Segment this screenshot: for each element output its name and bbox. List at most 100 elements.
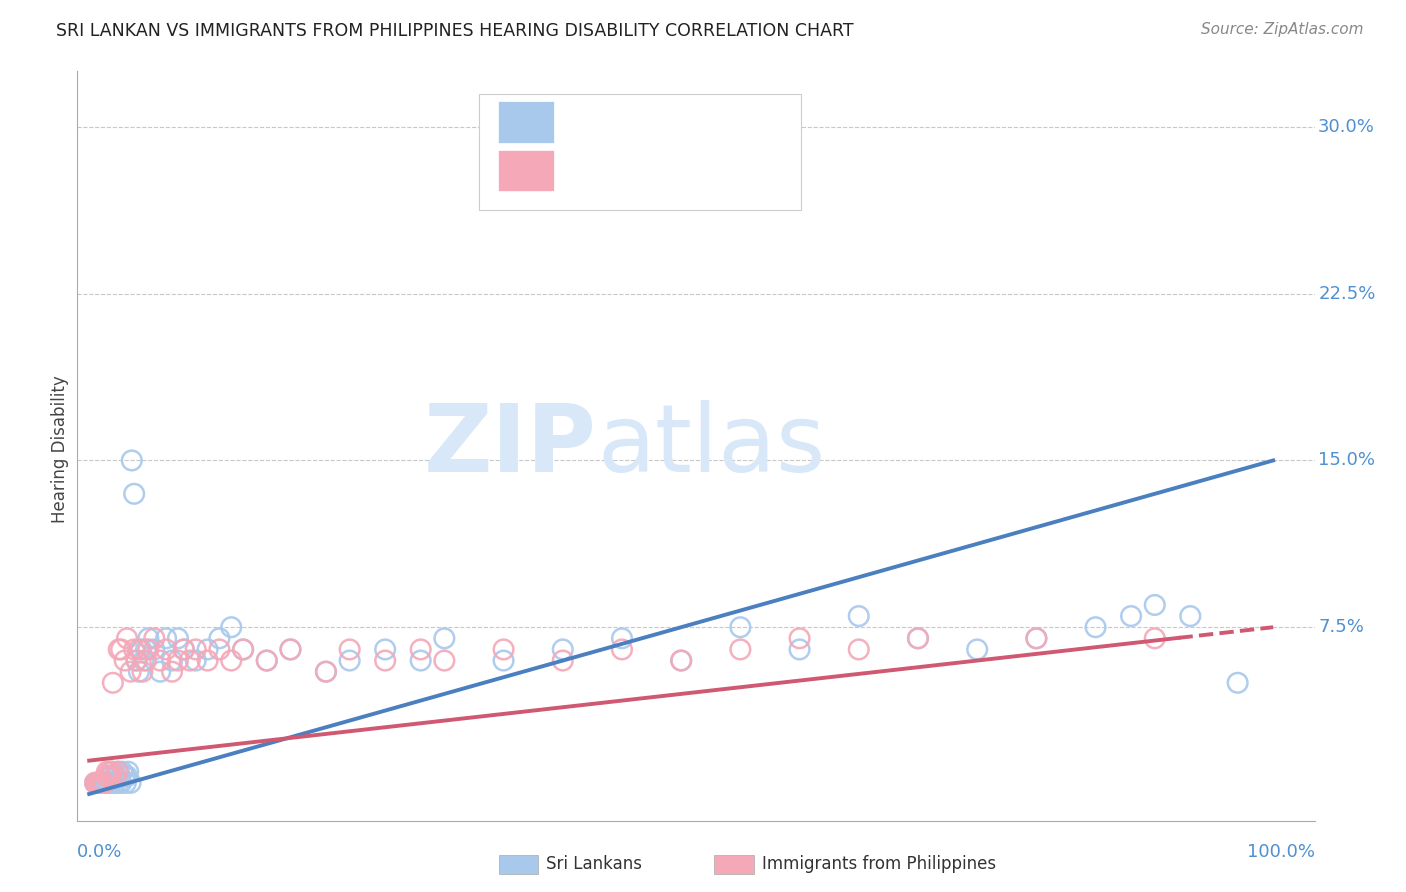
Point — [433, 632, 456, 646]
Point — [105, 769, 128, 783]
Point — [115, 769, 138, 783]
Point — [97, 776, 120, 790]
Point — [551, 654, 574, 668]
Point — [966, 642, 988, 657]
Point — [374, 642, 396, 657]
Point — [197, 642, 219, 657]
FancyBboxPatch shape — [479, 94, 801, 210]
Point — [94, 769, 117, 783]
Point — [197, 654, 219, 668]
Point — [121, 453, 143, 467]
Point — [149, 665, 172, 679]
Point — [101, 675, 124, 690]
Point — [138, 632, 160, 646]
Point — [100, 776, 122, 790]
Point — [91, 776, 114, 790]
Point — [93, 776, 115, 790]
Point — [143, 632, 166, 646]
Point — [256, 654, 278, 668]
Point — [84, 776, 107, 790]
Point — [433, 654, 456, 668]
Point — [155, 632, 177, 646]
Text: 22.5%: 22.5% — [1319, 285, 1375, 302]
Point — [96, 776, 118, 790]
Point — [115, 776, 138, 790]
Point — [89, 776, 111, 790]
Text: 30.0%: 30.0% — [1319, 118, 1375, 136]
Point — [149, 654, 172, 668]
Text: N =: N = — [671, 112, 711, 129]
Point — [100, 769, 122, 783]
Point — [551, 642, 574, 657]
Point — [179, 654, 201, 668]
Point — [315, 665, 337, 679]
Point — [315, 665, 337, 679]
Text: 0.0%: 0.0% — [77, 843, 122, 861]
Text: Immigrants from Philippines: Immigrants from Philippines — [762, 855, 997, 873]
Point — [208, 642, 231, 657]
Point — [1180, 609, 1202, 624]
Point — [93, 776, 115, 790]
Point — [108, 769, 131, 783]
Point — [107, 776, 129, 790]
Point — [96, 776, 118, 790]
Point — [1226, 675, 1249, 690]
Text: 100.0%: 100.0% — [1247, 843, 1315, 861]
Point — [167, 632, 190, 646]
Point — [730, 642, 752, 657]
Point — [97, 769, 120, 783]
Text: 68: 68 — [709, 112, 734, 129]
Point — [84, 776, 107, 790]
Point — [848, 609, 870, 624]
Point — [492, 654, 515, 668]
Point — [135, 654, 157, 668]
Point — [90, 776, 112, 790]
Point — [120, 665, 142, 679]
Text: 0.310: 0.310 — [609, 160, 666, 178]
Point — [96, 764, 118, 779]
Point — [107, 764, 129, 779]
Point — [104, 776, 127, 790]
Point — [669, 654, 692, 668]
Point — [184, 642, 207, 657]
Point — [789, 642, 811, 657]
Point — [173, 642, 195, 657]
Point — [232, 642, 254, 657]
Point — [117, 764, 139, 779]
Point — [184, 654, 207, 668]
Point — [339, 642, 361, 657]
Point — [84, 776, 107, 790]
Point — [86, 776, 108, 790]
Point — [848, 642, 870, 657]
Point — [129, 642, 152, 657]
Point — [155, 642, 177, 657]
Text: R =: R = — [572, 160, 612, 178]
Bar — [498, 150, 554, 191]
Point — [114, 654, 136, 668]
Point — [90, 776, 112, 790]
Text: 15.0%: 15.0% — [1319, 451, 1375, 469]
Point — [1025, 632, 1047, 646]
Point — [167, 654, 190, 668]
Point — [669, 654, 692, 668]
Point — [122, 642, 145, 657]
Point — [122, 487, 145, 501]
Point — [125, 654, 148, 668]
Text: 7.5%: 7.5% — [1319, 618, 1364, 636]
Text: ZIP: ZIP — [425, 400, 598, 492]
Point — [173, 642, 195, 657]
Point — [219, 654, 242, 668]
Point — [256, 654, 278, 668]
Point — [610, 642, 633, 657]
Point — [219, 620, 242, 634]
Point — [93, 776, 115, 790]
Text: SRI LANKAN VS IMMIGRANTS FROM PHILIPPINES HEARING DISABILITY CORRELATION CHART: SRI LANKAN VS IMMIGRANTS FROM PHILIPPINE… — [56, 22, 853, 40]
Point — [135, 642, 157, 657]
Point — [1143, 632, 1166, 646]
Point — [610, 632, 633, 646]
Point — [1143, 598, 1166, 612]
Point — [208, 632, 231, 646]
Text: Sri Lankans: Sri Lankans — [546, 855, 641, 873]
Text: atlas: atlas — [598, 400, 825, 492]
Point — [232, 642, 254, 657]
